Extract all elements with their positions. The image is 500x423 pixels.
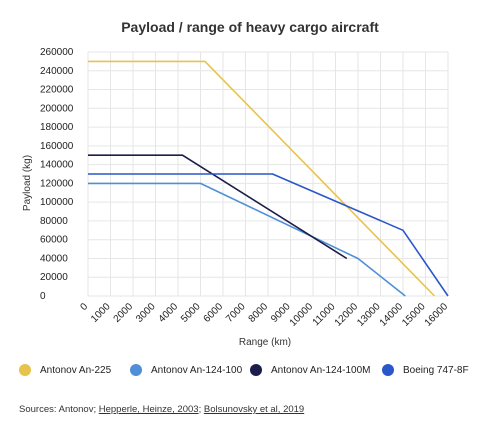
source-prefix: Sources: Antonov;: [19, 404, 99, 415]
series-line-1: [88, 182, 406, 297]
x-tick-label-2: 2000: [112, 301, 136, 325]
source-link-bolsunovsky[interactable]: Bolsunovsky et al, 2019: [203, 404, 305, 415]
x-tick-label-7: 7000: [224, 301, 248, 325]
series-lines: [88, 60, 449, 297]
source-link-hepperle[interactable]: Hepperle, Heinze, 2003: [98, 404, 199, 415]
legend-swatch-0: [19, 364, 31, 376]
y-tick-label-9: 180000: [40, 122, 74, 133]
legend-item-0: Antonov An-225: [19, 364, 111, 376]
x-tick-label-5: 5000: [179, 301, 203, 325]
legend-item-2: Antonov An-124-100M: [250, 364, 371, 376]
y-tick-label-10: 200000: [40, 103, 74, 114]
x-axis-ticks: 0100020003000400050006000700080009000100…: [78, 301, 450, 329]
x-tick-label-6: 6000: [202, 301, 226, 325]
x-tick-label-12: 12000: [333, 301, 361, 329]
legend-swatch-3: [382, 364, 394, 376]
legend-item-1: Antonov An-124-100: [130, 364, 242, 376]
y-axis-ticks: 0 20000 40000 60000 80000 100000 120000 140000 1…: [40, 47, 74, 302]
x-tick-label-0: 0: [78, 301, 90, 313]
legend-swatch-1: [130, 364, 142, 376]
series-line-0: [88, 60, 436, 297]
legend: Antonov An-225 Antonov An-124-100 Antonov …: [0, 364, 500, 382]
series-line-2: [88, 154, 348, 260]
series-line-3: [88, 173, 449, 297]
y-tick-label-7: 140000: [40, 160, 74, 171]
y-tick-label-0: 0: [40, 291, 46, 302]
y-tick-label-3: 60000: [40, 235, 68, 246]
legend-label-3: Boeing 747-8F: [403, 364, 469, 376]
x-tick-label-4: 4000: [157, 301, 181, 325]
x-axis-label: Range (km): [239, 337, 291, 348]
x-tick-label-1: 1000: [89, 301, 113, 325]
legend-item-3: Boeing 747-8F: [382, 364, 469, 376]
source-separator: ;: [198, 404, 204, 415]
payload-range-chart: 0200004000060000800001000001200001400001…: [22, 47, 450, 348]
y-tick-label-12: 240000: [40, 66, 74, 77]
x-tick-label-15: 15000: [400, 301, 428, 329]
x-tick-label-13: 13000: [355, 301, 383, 329]
legend-label-0: Antonov An-225: [40, 364, 112, 376]
x-tick-label-11: 11000: [311, 301, 338, 328]
y-tick-label-5: 100000: [40, 197, 74, 208]
y-tick-label-2: 40000: [40, 253, 68, 264]
legend-label-2: Antonov An-124-100M: [271, 364, 371, 376]
x-tick-label-16: 16000: [423, 301, 451, 329]
legend-label-1: Antonov An-124-100: [151, 364, 243, 376]
y-axis-label: Payload (kg): [22, 155, 33, 211]
sources-note: Sources: Antonov; Hepperle, Heinze, 2003…: [19, 404, 304, 415]
x-tick-label-3: 3000: [134, 301, 158, 325]
y-tick-label-1: 20000: [40, 272, 68, 283]
y-tick-label-13: 260000: [40, 47, 74, 58]
legend-swatch-2: [250, 364, 262, 376]
grid: [87, 51, 449, 297]
x-tick-label-14: 14000: [378, 301, 406, 329]
y-tick-label-4: 80000: [40, 216, 68, 227]
chart-title: Payload / range of heavy cargo aircraft: [121, 19, 379, 35]
y-tick-label-11: 220000: [40, 85, 74, 96]
y-tick-label-8: 160000: [40, 141, 74, 152]
y-tick-label-6: 120000: [40, 178, 74, 189]
x-tick-label-8: 8000: [247, 301, 271, 325]
x-tick-label-10: 10000: [288, 301, 316, 329]
